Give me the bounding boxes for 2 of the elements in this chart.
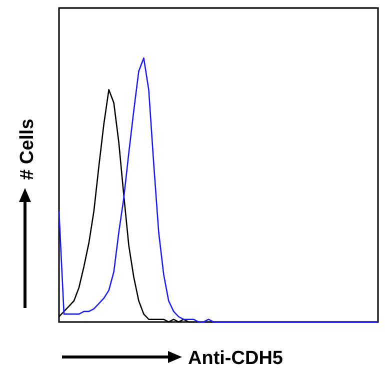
x-axis-title: Anti-CDH5 [188,348,284,369]
y-axis-title: # Cells [17,118,38,180]
